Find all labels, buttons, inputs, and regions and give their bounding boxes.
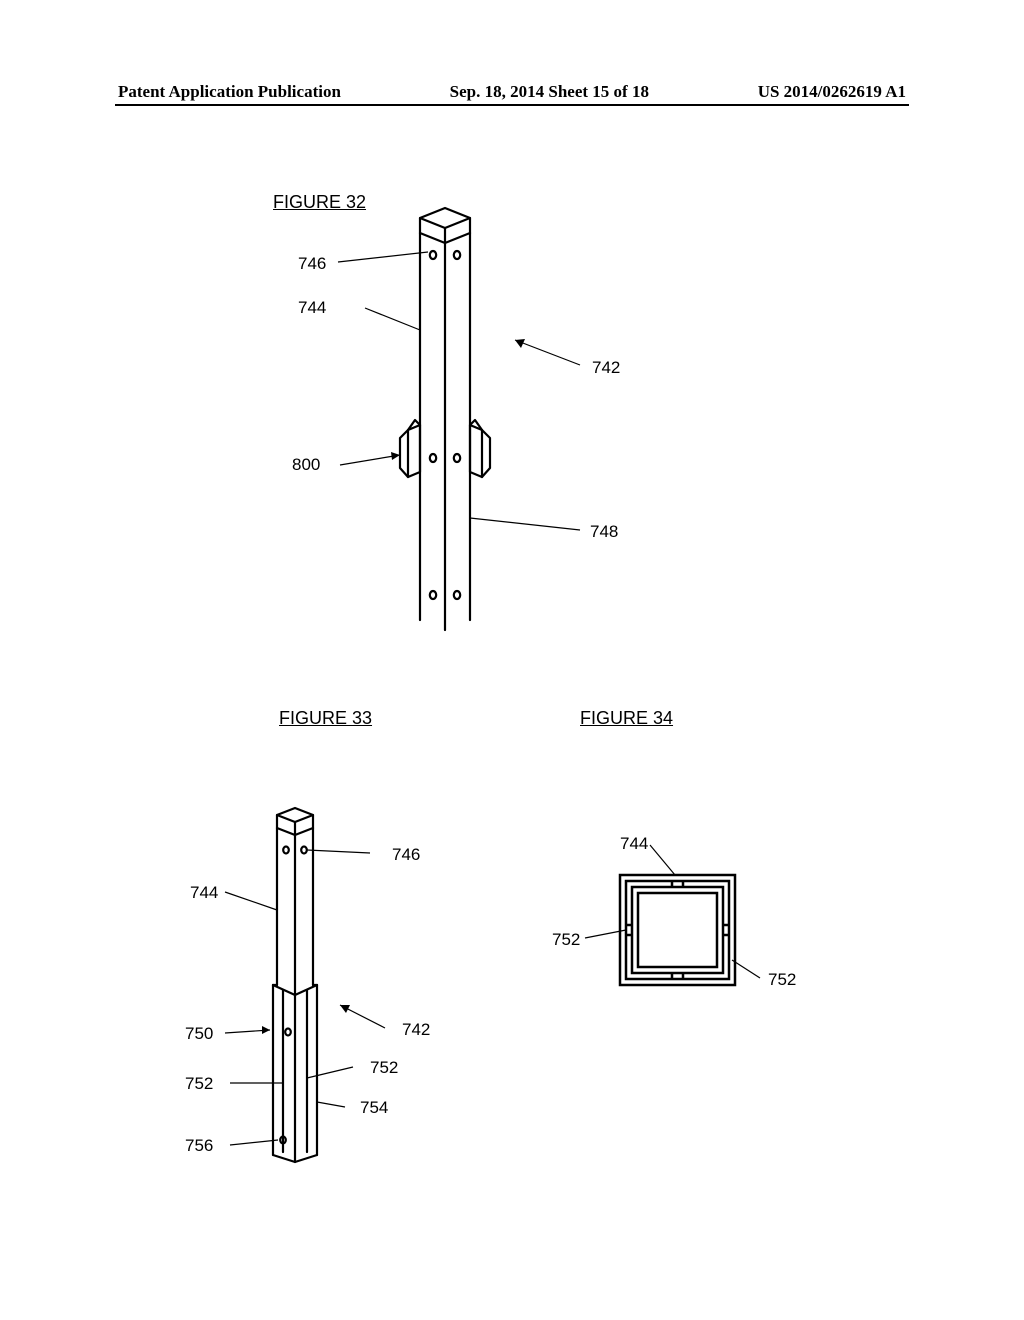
header-left: Patent Application Publication [118, 82, 341, 102]
ref-744-c: 744 [620, 834, 648, 854]
ref-752-b: 752 [370, 1058, 398, 1078]
figure-34-title: FIGURE 34 [580, 708, 673, 729]
ref-750: 750 [185, 1024, 213, 1044]
ref-742-b: 742 [402, 1020, 430, 1040]
page-header: Patent Application Publication Sep. 18, … [0, 82, 1024, 102]
header-center: Sep. 18, 2014 Sheet 15 of 18 [450, 82, 649, 102]
ref-754: 754 [360, 1098, 388, 1118]
ref-752-a: 752 [185, 1074, 213, 1094]
ref-800: 800 [292, 455, 320, 475]
ref-756: 756 [185, 1136, 213, 1156]
ref-746: 746 [298, 254, 326, 274]
figure-33-title: FIGURE 33 [279, 708, 372, 729]
figure-34-diagram [540, 820, 820, 1020]
figure-33-diagram [170, 800, 470, 1180]
ref-752-c: 752 [552, 930, 580, 950]
ref-752-d: 752 [768, 970, 796, 990]
ref-744-b: 744 [190, 883, 218, 903]
ref-746-b: 746 [392, 845, 420, 865]
header-right: US 2014/0262619 A1 [758, 82, 906, 102]
ref-748: 748 [590, 522, 618, 542]
ref-742: 742 [592, 358, 620, 378]
ref-744: 744 [298, 298, 326, 318]
header-rule [115, 104, 909, 106]
